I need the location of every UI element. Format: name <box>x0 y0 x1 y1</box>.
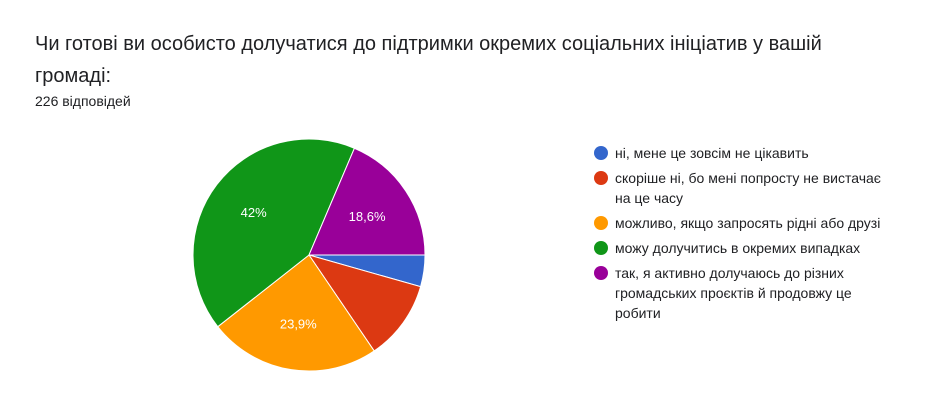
question-title: Чи готові ви особисто долучатися до підт… <box>35 33 822 87</box>
legend-item-1: скоріше ні, бо мені попросту не вистачає… <box>594 168 894 208</box>
legend-item-2: можливо, якщо запросять рідні або друзі <box>594 213 894 233</box>
legend-swatch-4 <box>594 266 608 280</box>
legend-swatch-3 <box>594 241 608 255</box>
chart-legend: ні, мене це зовсім не цікавить скоріше ні… <box>594 143 894 328</box>
response-count: 226 відповідей <box>35 93 131 109</box>
legend-swatch-1 <box>594 171 608 185</box>
pie-labels: 23,9% 42% 18,6% <box>241 205 386 331</box>
pie-slice-label-3: 42% <box>241 205 267 220</box>
legend-swatch-2 <box>594 216 608 230</box>
pie-slices <box>192 138 426 372</box>
legend-label-1: скоріше ні, бо мені попросту не вистачає… <box>615 170 881 206</box>
legend-label-2: можливо, якщо запросять рідні або друзі <box>615 215 881 231</box>
legend-label-4: так, я активно долучаюсь до різних грома… <box>615 265 852 321</box>
legend-item-3: можу долучитись в окремих випадках <box>594 238 894 258</box>
legend-item-0: ні, мене це зовсім не цікавить <box>594 143 894 163</box>
pie-slice-2[interactable] <box>217 254 375 372</box>
pie-slice-4[interactable] <box>308 147 426 256</box>
legend-item-4: так, я активно долучаюсь до різних грома… <box>594 263 894 323</box>
pie-slice-1[interactable] <box>307 254 422 352</box>
legend-label-3: можу долучитись в окремих випадках <box>615 240 861 256</box>
pie-slice-label-2: 23,9% <box>280 316 317 331</box>
pie-slice-label-4: 18,6% <box>349 209 386 224</box>
pie-slice-3[interactable] <box>192 138 356 328</box>
legend-swatch-0 <box>594 146 608 160</box>
legend-label-0: ні, мене це зовсім не цікавить <box>615 145 809 161</box>
